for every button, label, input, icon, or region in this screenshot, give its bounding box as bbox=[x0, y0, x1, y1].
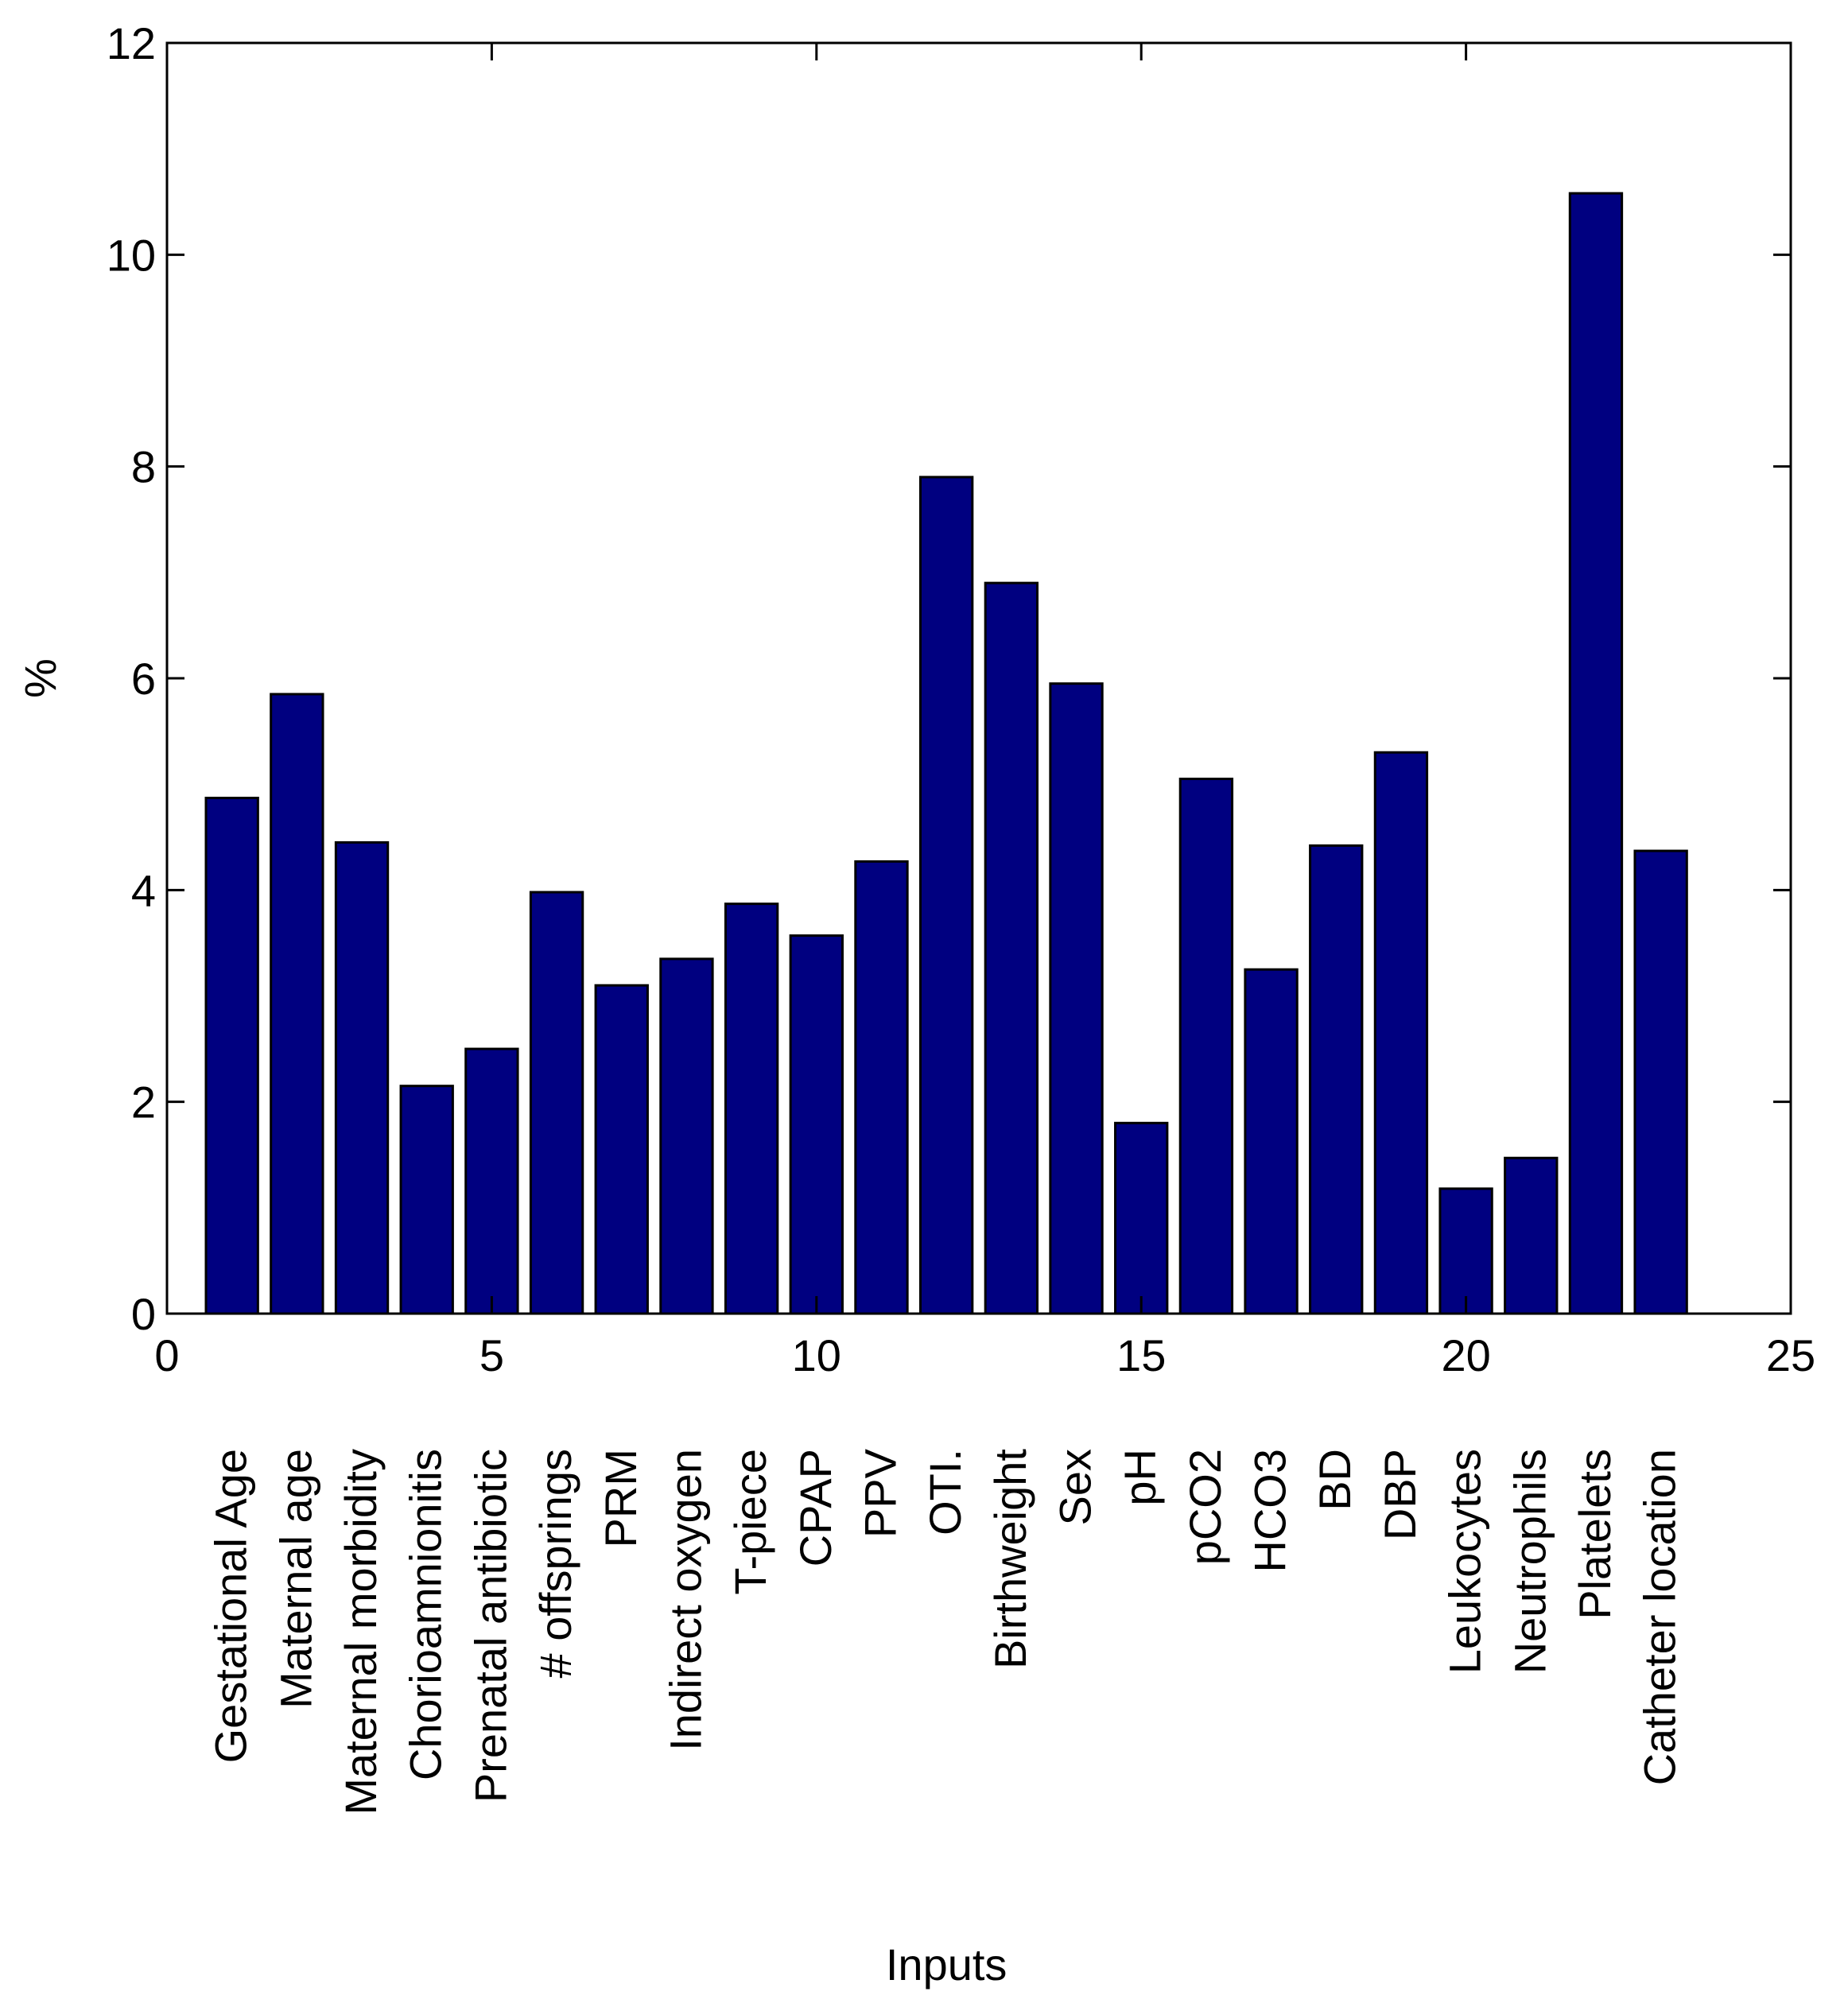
bar-19 bbox=[1373, 751, 1429, 1315]
bar-7 bbox=[594, 984, 649, 1315]
y-tick-label: 2 bbox=[131, 1077, 156, 1128]
category-label: OTI. bbox=[920, 1449, 970, 1535]
category-label: Platelets bbox=[1570, 1449, 1620, 1620]
bar-4 bbox=[399, 1085, 454, 1315]
x-tick-label: 25 bbox=[1766, 1330, 1815, 1380]
bar-6 bbox=[529, 891, 584, 1315]
y-tick-label: 8 bbox=[131, 442, 156, 492]
category-label: PPV bbox=[855, 1448, 905, 1538]
category-label: Indirect oxygen bbox=[660, 1449, 710, 1751]
ticks-group: 0 2 4 6 8 10 12 0 5 10 15 20 25 bbox=[107, 18, 1815, 1380]
bar-23 bbox=[1633, 849, 1688, 1315]
bar-1 bbox=[204, 796, 259, 1315]
x-tick-label: 10 bbox=[792, 1330, 841, 1380]
category-label: Chorioamnionitis bbox=[401, 1449, 451, 1780]
category-label: PRM bbox=[596, 1449, 646, 1547]
x-tick-label: 0 bbox=[154, 1330, 179, 1380]
category-label: T-piece bbox=[725, 1449, 775, 1595]
bars-group bbox=[204, 192, 1688, 1315]
bar-18 bbox=[1309, 844, 1364, 1315]
bar-16 bbox=[1178, 778, 1234, 1315]
category-label: Prenatal antibiotic bbox=[465, 1449, 515, 1803]
category-label: # offsprings bbox=[530, 1449, 580, 1678]
bar-2 bbox=[270, 693, 324, 1315]
category-label: Neutrophils bbox=[1504, 1449, 1555, 1674]
y-tick-label: 12 bbox=[107, 18, 156, 68]
category-label: Maternal morbidity bbox=[336, 1449, 386, 1815]
category-label: Sex bbox=[1050, 1449, 1101, 1526]
category-label: pCO2 bbox=[1180, 1449, 1230, 1565]
y-axis-title: % bbox=[15, 658, 65, 698]
category-label: Maternal age bbox=[270, 1449, 320, 1709]
y-tick-label: 4 bbox=[131, 865, 156, 915]
bar-10 bbox=[789, 934, 844, 1315]
x-tick-label: 5 bbox=[479, 1330, 504, 1380]
x-tick-label: 20 bbox=[1441, 1330, 1490, 1380]
category-label: pH bbox=[1115, 1449, 1165, 1506]
category-label: DBP bbox=[1375, 1449, 1425, 1540]
x-axis-title: Inputs bbox=[886, 1939, 1007, 1990]
bar-13 bbox=[984, 581, 1039, 1315]
y-tick-label: 10 bbox=[107, 230, 156, 280]
y-tick-label: 0 bbox=[131, 1289, 156, 1339]
category-label: Gestational Age bbox=[206, 1449, 256, 1763]
bar-21 bbox=[1504, 1156, 1559, 1315]
category-label: BD bbox=[1310, 1449, 1360, 1511]
bar-20 bbox=[1438, 1187, 1493, 1315]
bar-9 bbox=[724, 903, 779, 1315]
bar-3 bbox=[334, 840, 390, 1315]
category-label: Birthweight bbox=[985, 1449, 1035, 1669]
bar-11 bbox=[854, 860, 909, 1315]
y-tick-label: 6 bbox=[131, 654, 156, 704]
bar-5 bbox=[464, 1047, 519, 1315]
bar-8 bbox=[659, 957, 714, 1315]
x-tick-label: 15 bbox=[1116, 1330, 1166, 1380]
category-labels-group: Gestational Age Maternal age Maternal morb… bbox=[206, 1448, 1685, 1815]
bar-12 bbox=[918, 476, 974, 1315]
bar-22 bbox=[1568, 192, 1624, 1315]
category-label: CPAP bbox=[790, 1449, 841, 1566]
category-label: Catheter location bbox=[1635, 1449, 1685, 1785]
category-label: HCO3 bbox=[1245, 1449, 1295, 1573]
bar-15 bbox=[1114, 1121, 1169, 1315]
bar-14 bbox=[1049, 682, 1104, 1315]
category-label: Leukocytes bbox=[1440, 1449, 1490, 1674]
bar-17 bbox=[1244, 968, 1299, 1315]
